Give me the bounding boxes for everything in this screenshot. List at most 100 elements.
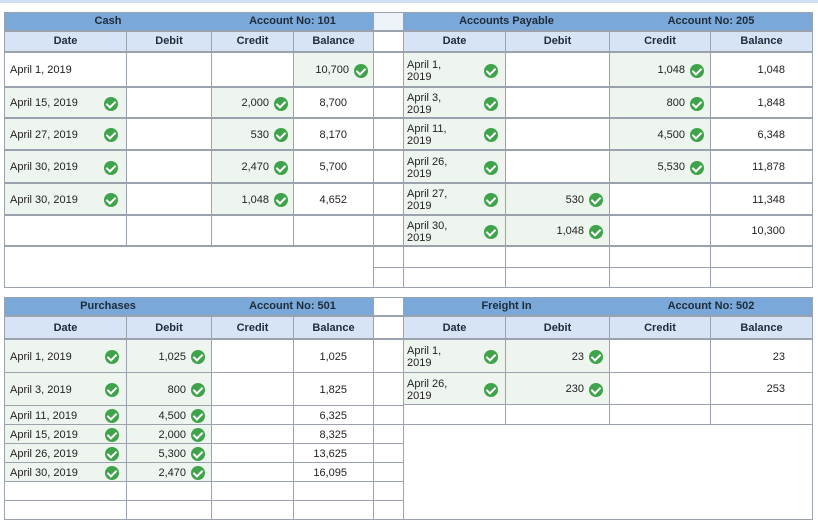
cash-col-debit: Debit	[126, 31, 212, 52]
ap-date-cell[interactable]: April 27, 2019	[403, 183, 506, 215]
purchases-col-balance: Balance	[293, 316, 374, 339]
ap-credit-cell[interactable]	[609, 183, 711, 215]
ap-empty-cell[interactable]	[710, 267, 813, 288]
purchases-credit-cell[interactable]	[211, 339, 294, 373]
purchases-empty-cell[interactable]	[126, 481, 212, 501]
ap-debit-cell[interactable]	[505, 52, 610, 87]
cash-debit-cell[interactable]	[126, 150, 212, 183]
purchases-debit-cell[interactable]: 800	[126, 372, 212, 406]
cash-date-cell[interactable]: April 1, 2019	[4, 52, 127, 87]
freight-empty-cell[interactable]	[609, 404, 711, 425]
purchases-date-cell[interactable]: April 11, 2019	[4, 405, 127, 425]
ap-date-cell[interactable]: April 26, 2019	[403, 150, 506, 183]
freight-empty-cell[interactable]	[505, 404, 610, 425]
cash-date-text: April 15, 2019	[10, 97, 78, 109]
ap-date-cell[interactable]: April 1, 2019	[403, 52, 506, 87]
ap-balance-text: 1,848	[757, 97, 785, 109]
cash-credit-cell[interactable]: 530	[211, 118, 294, 150]
purchases-balance-text: 1,825	[319, 383, 347, 396]
gap-cell	[373, 87, 404, 118]
cash-credit-cell[interactable]	[211, 52, 294, 87]
purchases-debit-text: 5,300	[158, 447, 186, 460]
cash-credit-cell[interactable]	[211, 215, 294, 246]
purchases-debit-cell[interactable]: 2,000	[126, 424, 212, 444]
purchases-credit-cell[interactable]	[211, 405, 294, 425]
cash-date-text: April 27, 2019	[10, 128, 78, 141]
ap-empty-cell[interactable]	[505, 246, 610, 268]
ap-credit-cell[interactable]: 5,530	[609, 150, 711, 183]
cash-credit-cell[interactable]: 2,470	[211, 150, 294, 183]
freight-debit-cell[interactable]: 230	[505, 372, 610, 405]
purchases-credit-cell[interactable]	[211, 462, 294, 482]
cash-balance-cell[interactable]: 10,700	[293, 52, 374, 87]
ap-date-cell[interactable]: April 11, 2019	[403, 118, 506, 150]
cash-date-cell[interactable]: April 30, 2019	[4, 150, 127, 183]
purchases-date-cell[interactable]: April 15, 2019	[4, 424, 127, 444]
cash-debit-cell[interactable]	[126, 215, 212, 246]
purchases-empty-cell[interactable]	[126, 500, 212, 520]
cash-date-cell[interactable]: April 30, 2019	[4, 183, 127, 215]
ap-credit-cell[interactable]	[609, 215, 711, 246]
cash-title-text: Cash	[94, 15, 122, 27]
purchases-date-cell[interactable]: April 26, 2019	[4, 443, 127, 463]
freight-date-cell[interactable]: April 26, 2019	[403, 372, 506, 405]
purchases-empty-cell[interactable]	[211, 500, 294, 520]
purchases-empty-cell[interactable]	[293, 500, 374, 520]
ap-date-line1: April 30,	[407, 219, 448, 232]
purchases-credit-cell[interactable]	[211, 424, 294, 444]
cash-date-cell[interactable]: April 27, 2019	[4, 118, 127, 150]
check-icon	[484, 193, 498, 207]
ap-debit-cell[interactable]: 530	[505, 183, 610, 215]
purchases-date-cell[interactable]: April 1, 2019	[4, 339, 127, 373]
ap-empty-cell[interactable]	[609, 267, 711, 288]
check-icon	[274, 193, 288, 207]
ap-debit-cell[interactable]	[505, 118, 610, 150]
purchases-empty-cell[interactable]	[4, 481, 127, 501]
ap-debit-cell[interactable]	[505, 150, 610, 183]
freight-date-cell[interactable]: April 1, 2019	[403, 339, 506, 373]
freight-credit-cell[interactable]	[609, 372, 711, 405]
gap-cell	[373, 31, 404, 52]
cash-credit-cell[interactable]: 1,048	[211, 183, 294, 215]
purchases-credit-cell[interactable]	[211, 443, 294, 463]
cash-date-cell[interactable]	[4, 215, 127, 246]
freight-empty-cell[interactable]	[710, 404, 813, 425]
cash-col-credit: Credit	[211, 31, 294, 52]
purchases-empty-cell[interactable]	[4, 500, 127, 520]
freight-debit-cell[interactable]: 23	[505, 339, 610, 373]
purchases-date-cell[interactable]: April 30, 2019	[4, 462, 127, 482]
ap-empty-cell[interactable]	[403, 267, 506, 288]
ap-date-cell[interactable]: April 30, 2019	[403, 215, 506, 246]
freight-credit-cell[interactable]	[609, 339, 711, 373]
ap-credit-cell[interactable]: 4,500	[609, 118, 711, 150]
ap-credit-cell[interactable]: 1,048	[609, 52, 711, 87]
cash-date-cell[interactable]: April 15, 2019	[4, 87, 127, 118]
purchases-date-cell[interactable]: April 3, 2019	[4, 372, 127, 406]
cash-credit-cell[interactable]: 2,000	[211, 87, 294, 118]
cash-debit-cell[interactable]	[126, 183, 212, 215]
ap-empty-cell[interactable]	[505, 267, 610, 288]
ap-date-cell[interactable]: April 3, 2019	[403, 87, 506, 118]
cash-debit-cell[interactable]	[126, 52, 212, 87]
ap-title: Accounts Payable	[403, 12, 610, 31]
purchases-debit-cell[interactable]: 5,300	[126, 443, 212, 463]
purchases-debit-cell[interactable]: 4,500	[126, 405, 212, 425]
purchases-debit-cell[interactable]: 1,025	[126, 339, 212, 373]
purchases-empty-cell[interactable]	[293, 481, 374, 501]
cash-debit-cell[interactable]	[126, 87, 212, 118]
ap-empty-cell[interactable]	[403, 246, 506, 268]
cash-balance-cell: 5,700	[293, 150, 374, 183]
ap-credit-text: 1,048	[657, 64, 685, 76]
ap-empty-cell[interactable]	[609, 246, 711, 268]
cash-balance-cell: 4,652	[293, 183, 374, 215]
purchases-empty-cell[interactable]	[211, 481, 294, 501]
freight-empty-cell[interactable]	[403, 404, 506, 425]
cash-debit-cell[interactable]	[126, 118, 212, 150]
ap-balance-text: 1,048	[757, 64, 785, 76]
ap-empty-cell[interactable]	[710, 246, 813, 268]
ap-debit-cell[interactable]: 1,048	[505, 215, 610, 246]
ap-credit-cell[interactable]: 800	[609, 87, 711, 118]
purchases-credit-cell[interactable]	[211, 372, 294, 406]
purchases-debit-cell[interactable]: 2,470	[126, 462, 212, 482]
ap-debit-cell[interactable]	[505, 87, 610, 118]
